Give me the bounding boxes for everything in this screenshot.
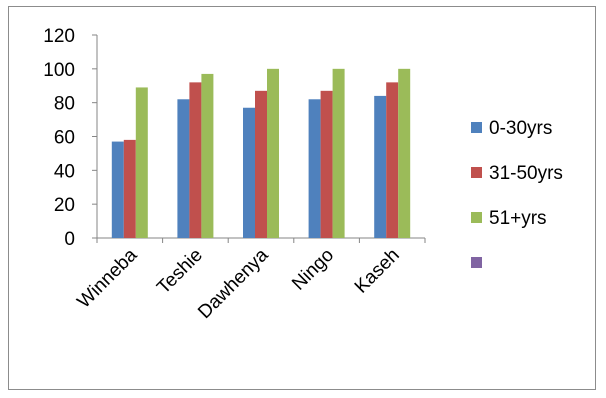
bar bbox=[332, 68, 345, 238]
legend-swatch bbox=[471, 167, 482, 178]
bar bbox=[255, 90, 267, 238]
x-tick-label: Winneba bbox=[73, 244, 141, 312]
legend-swatch bbox=[471, 122, 482, 133]
y-tick-label: 20 bbox=[54, 195, 75, 216]
bar bbox=[308, 99, 321, 239]
legend-label: 31-50yrs bbox=[489, 163, 563, 184]
x-tick-label: Teshie bbox=[153, 245, 207, 299]
legend: 0-30yrs 31-50yrs 51+yrs bbox=[471, 118, 563, 268]
y-axis: 0 20 40 60 80 100 120 bbox=[43, 26, 98, 250]
chart-area bbox=[8, 6, 596, 390]
bar bbox=[374, 95, 387, 239]
bar bbox=[398, 68, 411, 238]
bar bbox=[267, 68, 279, 238]
y-tick-label: 80 bbox=[54, 94, 75, 115]
bar bbox=[123, 139, 136, 238]
y-tick-label: 60 bbox=[54, 128, 75, 149]
legend-label: 0-30yrs bbox=[489, 118, 552, 139]
y-tick-label: 120 bbox=[43, 26, 75, 47]
bar bbox=[386, 82, 399, 238]
bar bbox=[177, 99, 190, 239]
bars bbox=[111, 68, 411, 239]
bar bbox=[201, 73, 214, 239]
bar bbox=[189, 82, 202, 238]
bar bbox=[135, 87, 148, 238]
y-tick-label: 100 bbox=[43, 60, 75, 81]
legend-swatch bbox=[471, 212, 482, 223]
bar bbox=[320, 90, 333, 238]
bar bbox=[111, 141, 124, 238]
x-tick-label: Dawhenya bbox=[194, 244, 273, 323]
y-tick-label: 40 bbox=[54, 161, 75, 182]
legend-swatch bbox=[471, 257, 482, 268]
y-tick-label: 0 bbox=[64, 229, 75, 250]
x-tick-label: Kaseh bbox=[351, 245, 404, 298]
bar bbox=[243, 107, 255, 238]
legend-label: 51+yrs bbox=[489, 208, 547, 229]
x-tick-label: Ningo bbox=[288, 245, 338, 295]
